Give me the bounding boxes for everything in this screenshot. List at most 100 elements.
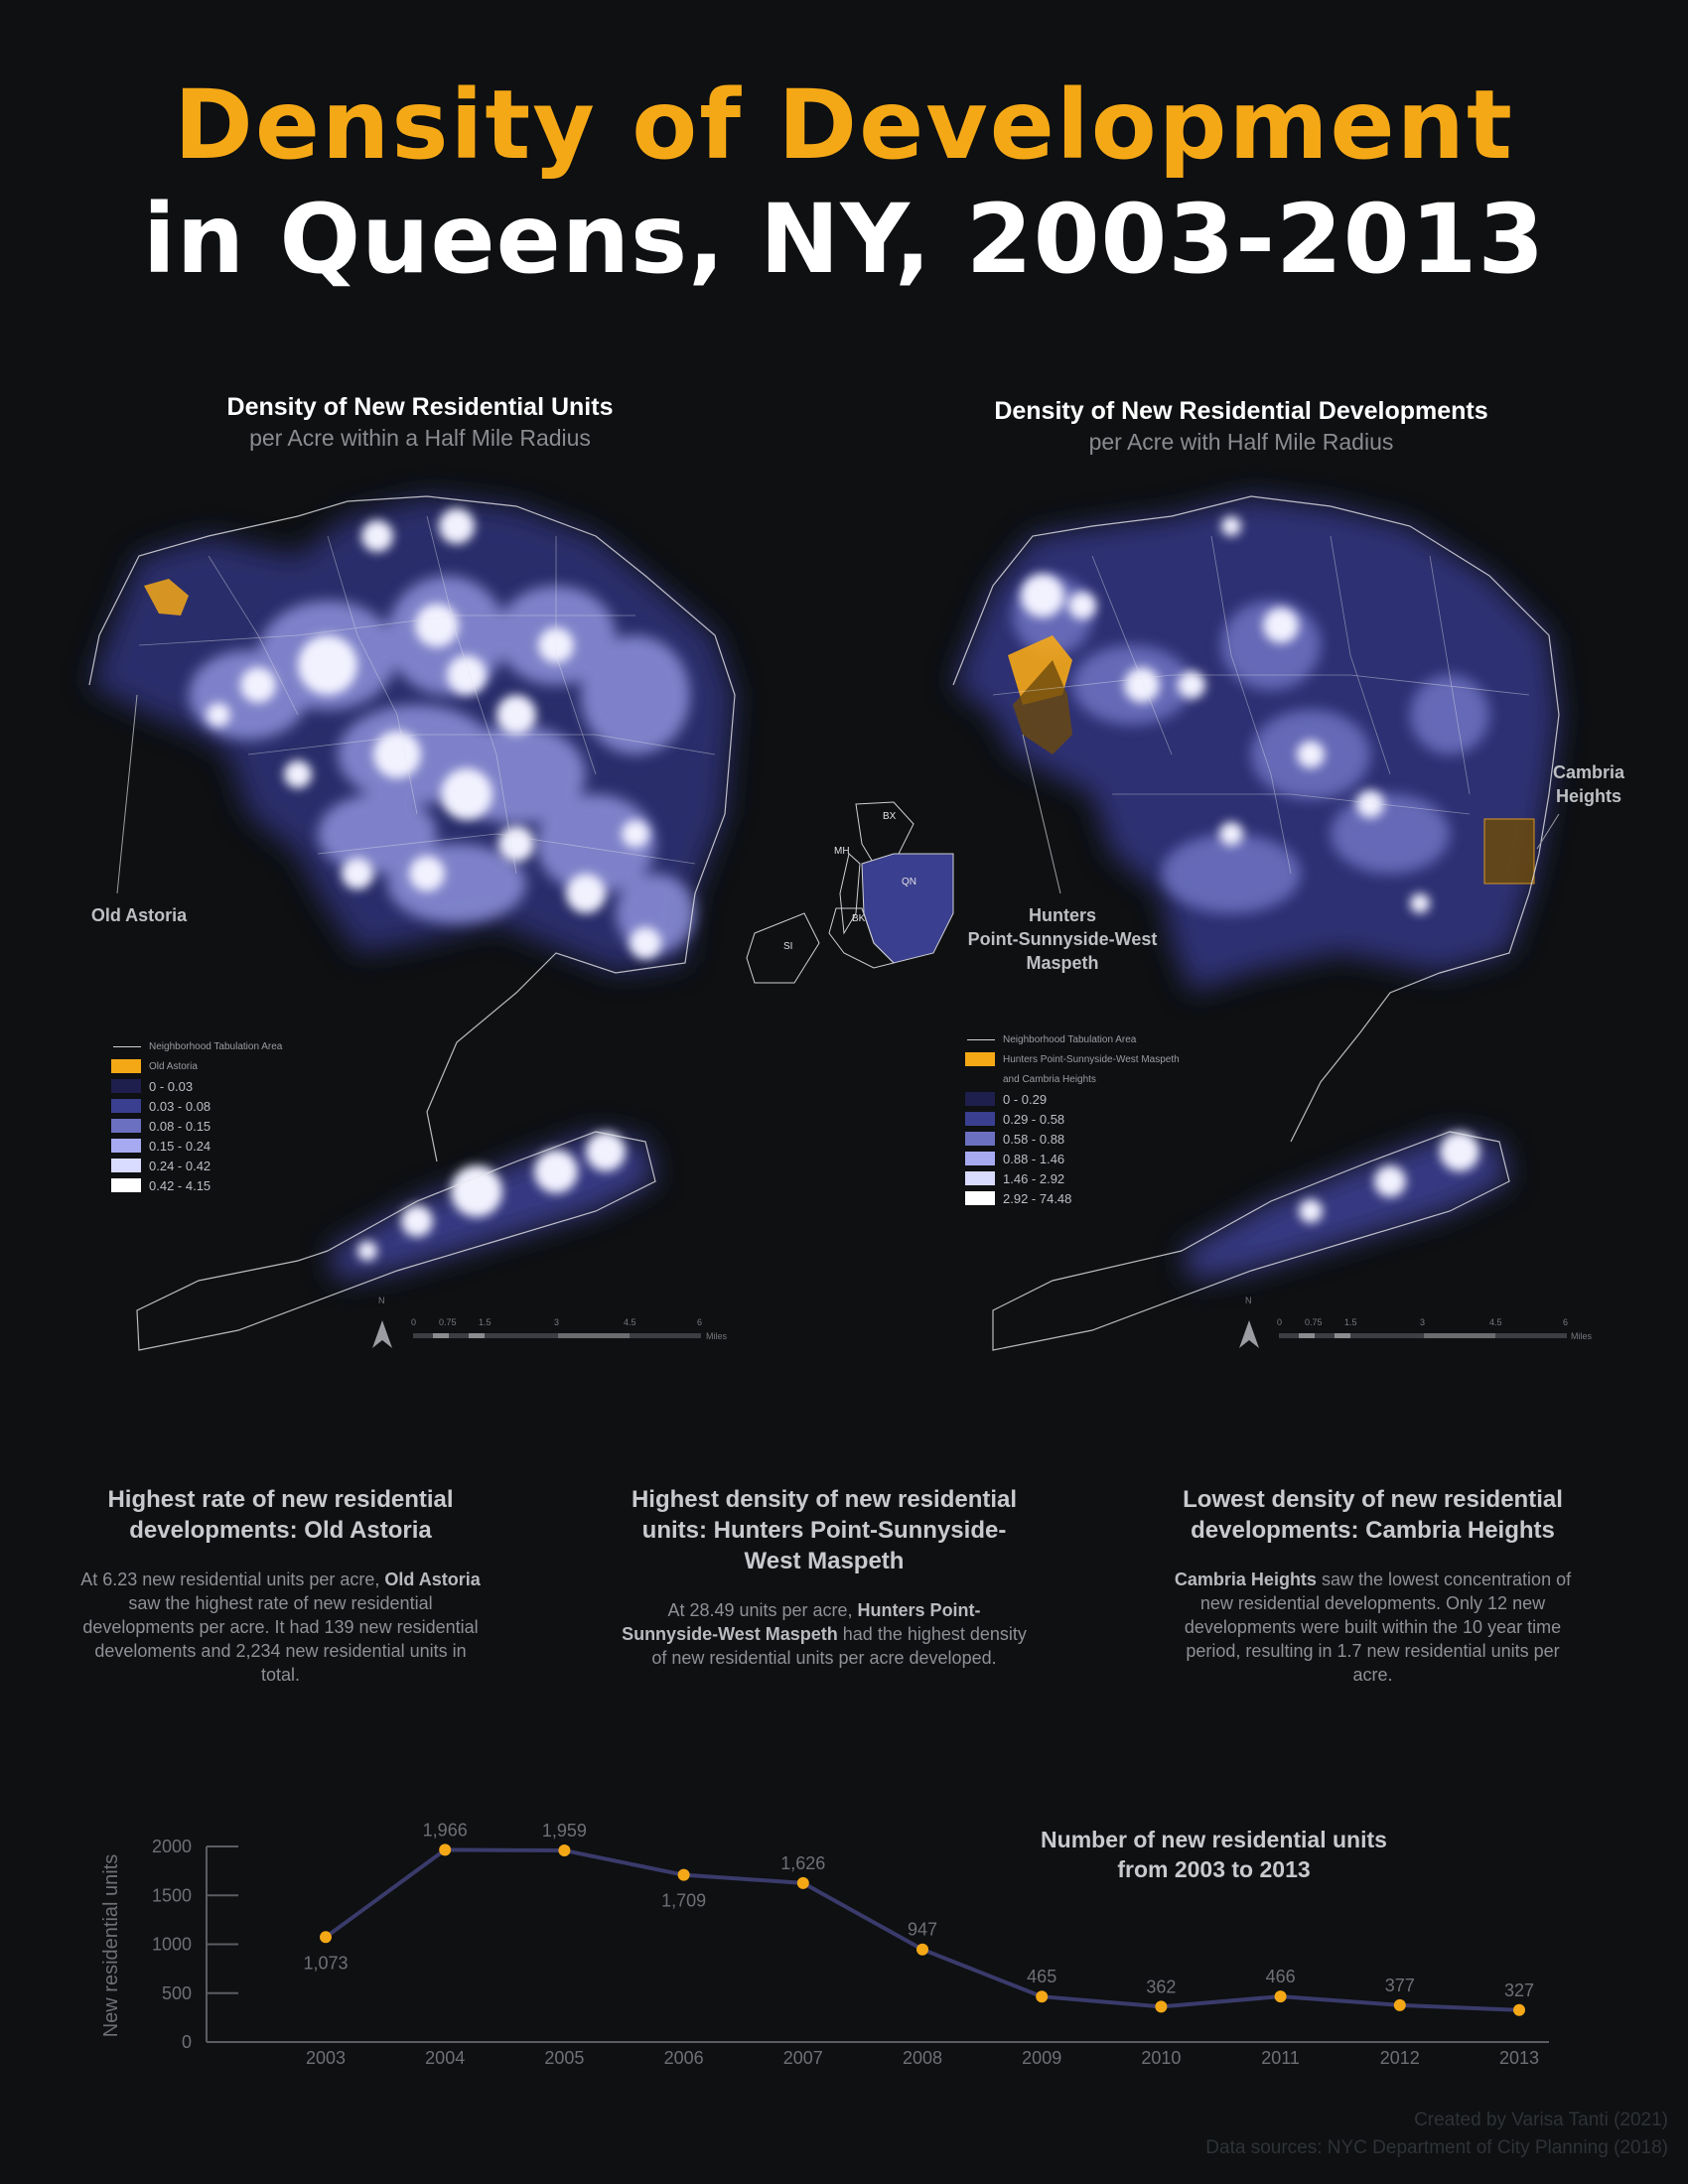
data-label: 947 <box>908 1920 937 1940</box>
scale-tick: 0 <box>411 1317 417 1327</box>
title-line-2: in Queens, NY, 2003-2013 <box>142 184 1546 295</box>
finding-title: Highest rate of new residential developm… <box>107 1486 454 1544</box>
left-density-map <box>88 495 736 1351</box>
data-point <box>320 1931 332 1944</box>
legend-highlight: Hunters Point-Sunnyside-West Maspeth <box>1003 1053 1180 1065</box>
scale-tick: 4.5 <box>1489 1317 1502 1327</box>
right-density-map <box>952 495 1560 1351</box>
legend-nta: Neighborhood Tabulation Area <box>1003 1033 1137 1045</box>
data-label: 1,073 <box>303 1953 348 1973</box>
label-cambria-heights: Cambria Heights <box>1552 762 1625 806</box>
data-point <box>558 1844 571 1857</box>
scale-unit: Miles <box>1571 1331 1593 1341</box>
data-point <box>796 1876 809 1889</box>
x-tick-label: 2003 <box>306 2048 346 2068</box>
data-label: 377 <box>1385 1976 1415 1995</box>
data-point <box>1036 1990 1049 2003</box>
data-point <box>1274 1990 1287 2003</box>
label-hunters-point: Hunters Point-Sunnyside-West Maspeth <box>967 905 1158 973</box>
y-tick-label: 1500 <box>152 1885 192 1905</box>
legend-class: 0.08 - 0.15 <box>149 1118 211 1134</box>
x-tick-label: 2007 <box>783 2048 823 2068</box>
legend-class: 0.58 - 0.88 <box>1003 1131 1065 1147</box>
x-tick-label: 2010 <box>1141 2048 1181 2068</box>
legend-class: 0.24 - 0.42 <box>149 1158 211 1173</box>
scale-tick: 6 <box>1563 1317 1569 1327</box>
inset-label-bk: BK <box>852 913 866 924</box>
scale-tick: 6 <box>697 1317 703 1327</box>
right-map-title: Density of New Residential Developments <box>994 397 1488 425</box>
left-north-arrow-icon <box>372 1320 392 1348</box>
left-map-subtitle: per Acre within a Half Mile Radius <box>249 425 591 451</box>
data-label: 1,626 <box>780 1853 825 1873</box>
legend-class: 0 - 0.29 <box>1003 1091 1048 1107</box>
legend-class: 0 - 0.03 <box>149 1078 194 1094</box>
legend-highlight-2: and Cambria Heights <box>1003 1073 1096 1085</box>
finding-title: Highest density of new residential units… <box>631 1486 1018 1574</box>
data-label: 1,966 <box>423 1820 468 1840</box>
maps-graphic <box>88 495 1567 1351</box>
finding-text: Cambria Heights saw the lowest concentra… <box>1174 1570 1572 1685</box>
y-tick-label: 1000 <box>152 1935 192 1955</box>
right-legend: Neighborhood Tabulation Area Hunters Poi… <box>965 1029 1180 1208</box>
finding-hunters-point: Highest density of new residential units… <box>621 1484 1028 1670</box>
data-label: 466 <box>1266 1967 1296 1986</box>
data-point <box>677 1868 690 1881</box>
finding-title: Lowest density of new residential develo… <box>1183 1486 1563 1544</box>
scale-unit: Miles <box>706 1331 728 1341</box>
y-tick-label: 0 <box>182 2032 192 2052</box>
inset-label-bx: BX <box>883 811 897 822</box>
data-label: 465 <box>1027 1967 1056 1986</box>
credit-sources: Data sources: NYC Department of City Pla… <box>1205 2137 1668 2158</box>
finding-old-astoria: Highest rate of new residential developm… <box>79 1484 482 1687</box>
scale-tick: 0.75 <box>439 1317 457 1327</box>
right-north-label: N <box>1245 1296 1252 1305</box>
data-label: 327 <box>1504 1980 1534 2000</box>
data-point <box>439 1843 452 1856</box>
legend-highlight: Old Astoria <box>149 1060 198 1072</box>
data-point <box>1155 2000 1168 2013</box>
finding-cambria-heights: Lowest density of new residential develo… <box>1172 1484 1574 1687</box>
x-tick-label: 2006 <box>664 2048 704 2068</box>
y-tick-label: 2000 <box>152 1837 192 1856</box>
x-tick-label: 2008 <box>903 2048 942 2068</box>
y-tick-label: 500 <box>162 1983 192 2003</box>
legend-class: 0.88 - 1.46 <box>1003 1151 1065 1166</box>
legend-class: 0.29 - 0.58 <box>1003 1111 1065 1127</box>
right-north-arrow-icon <box>1239 1320 1259 1348</box>
inset-label-qn: QN <box>902 877 916 887</box>
legend-class: 0.03 - 0.08 <box>149 1098 211 1114</box>
x-tick-label: 2005 <box>544 2048 584 2068</box>
x-tick-label: 2012 <box>1380 2048 1420 2068</box>
scale-tick: 0 <box>1277 1317 1283 1327</box>
finding-text: At 6.23 new residential units per acre, … <box>80 1570 481 1685</box>
data-point <box>1513 2003 1525 2016</box>
x-tick-label: 2013 <box>1499 2048 1539 2068</box>
data-label: 1,959 <box>542 1821 587 1841</box>
scale-tick: 3 <box>554 1317 560 1327</box>
data-point <box>1393 1998 1406 2011</box>
y-axis-label: New residential units <box>100 1854 122 2038</box>
right-map-subtitle: per Acre with Half Mile Radius <box>1088 429 1394 455</box>
scale-tick: 1.5 <box>1344 1317 1357 1327</box>
inset-label-si: SI <box>783 941 793 952</box>
label-old-astoria: Old Astoria <box>90 905 188 925</box>
scale-tick: 3 <box>1420 1317 1426 1327</box>
legend-class: 2.92 - 74.48 <box>1003 1190 1072 1206</box>
credit-author: Created by Varisa Tanti (2021) <box>1414 2110 1668 2130</box>
left-north-label: N <box>378 1296 385 1305</box>
scale-tick: 0.75 <box>1305 1317 1323 1327</box>
scale-tick: 1.5 <box>479 1317 492 1327</box>
left-scale-bar <box>413 1333 701 1338</box>
scale-tick: 4.5 <box>624 1317 636 1327</box>
data-label: 362 <box>1146 1977 1176 1996</box>
left-legend: Neighborhood Tabulation Area Old Astoria… <box>111 1036 282 1195</box>
legend-class: 0.42 - 4.15 <box>149 1177 211 1193</box>
x-tick-label: 2009 <box>1022 2048 1061 2068</box>
legend-class: 0.15 - 0.24 <box>149 1138 211 1154</box>
left-map-title: Density of New Residential Units <box>226 393 614 421</box>
right-scale-bar <box>1279 1333 1567 1338</box>
x-tick-label: 2011 <box>1261 2048 1300 2068</box>
line-chart: 0 500 1000 1500 2000 New residential units 200… <box>100 1820 1549 2068</box>
x-tick-label: 2004 <box>425 2048 465 2068</box>
